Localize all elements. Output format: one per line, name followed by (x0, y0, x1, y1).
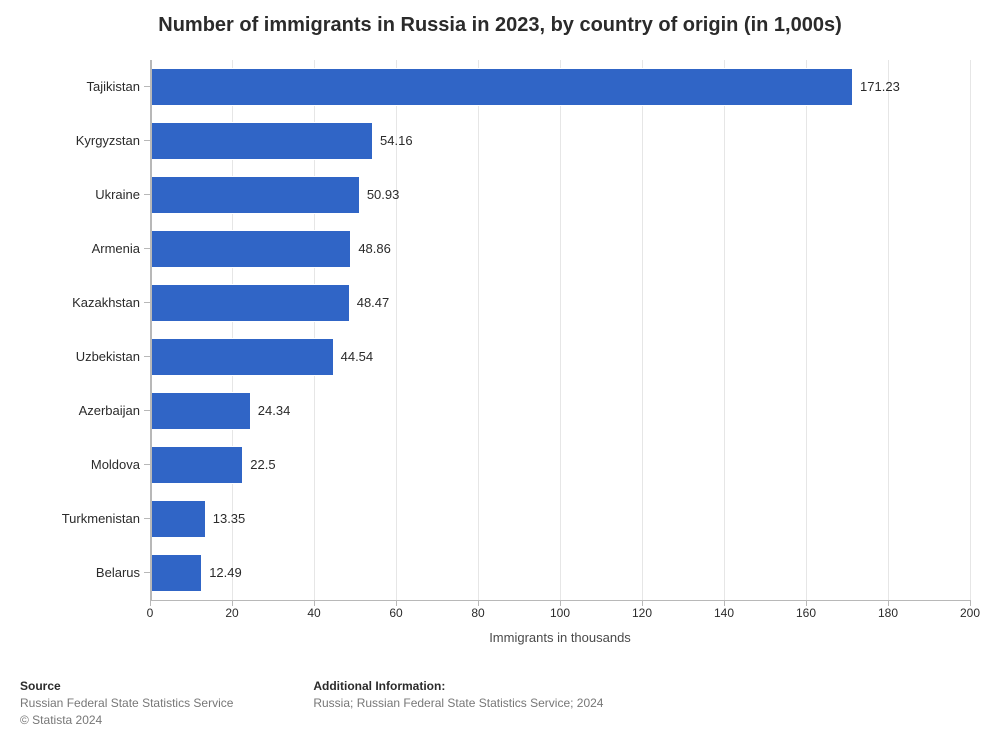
bar-row: Kyrgyzstan54.16 (150, 114, 970, 168)
bar-value-label: 12.49 (203, 546, 242, 600)
bar-row: Armenia48.86 (150, 222, 970, 276)
footer-source: Source Russian Federal State Statistics … (20, 679, 310, 729)
category-label: Moldova (0, 438, 140, 492)
bar-row: Azerbaijan24.34 (150, 384, 970, 438)
chart-footer: Source Russian Federal State Statistics … (20, 679, 980, 729)
plot-area: Immigrants in thousands 0204060801001201… (150, 60, 970, 600)
x-tick-label: 180 (878, 606, 898, 620)
category-label: Azerbaijan (0, 384, 140, 438)
x-tick-label: 60 (389, 606, 402, 620)
x-tick-label: 20 (225, 606, 238, 620)
bar (151, 338, 334, 376)
category-label: Kazakhstan (0, 276, 140, 330)
source-text: Russian Federal State Statistics Service… (20, 695, 310, 729)
x-tick-label: 200 (960, 606, 980, 620)
category-label: Armenia (0, 222, 140, 276)
category-label: Ukraine (0, 168, 140, 222)
bar-value-label: 48.47 (351, 276, 390, 330)
bar-row: Ukraine50.93 (150, 168, 970, 222)
additional-heading: Additional Information: (313, 679, 913, 693)
chart-title: Number of immigrants in Russia in 2023, … (0, 0, 1000, 43)
footer-additional: Additional Information: Russia; Russian … (313, 679, 913, 712)
x-tick-label: 80 (471, 606, 484, 620)
x-tick-label: 120 (632, 606, 652, 620)
bar (151, 500, 206, 538)
bar (151, 230, 351, 268)
x-tick-label: 40 (307, 606, 320, 620)
y-axis-line (150, 60, 152, 600)
additional-text: Russia; Russian Federal State Statistics… (313, 695, 913, 712)
bar-row: Turkmenistan13.35 (150, 492, 970, 546)
bar-row: Moldova22.5 (150, 438, 970, 492)
bar-row: Kazakhstan48.47 (150, 276, 970, 330)
bar (151, 284, 350, 322)
bar (151, 68, 853, 106)
category-label: Tajikistan (0, 60, 140, 114)
bar (151, 122, 373, 160)
bar-value-label: 24.34 (252, 384, 291, 438)
category-label: Uzbekistan (0, 330, 140, 384)
bar (151, 554, 202, 592)
category-label: Belarus (0, 546, 140, 600)
bar-value-label: 54.16 (374, 114, 413, 168)
x-tick-label: 100 (550, 606, 570, 620)
bar-value-label: 44.54 (335, 330, 374, 384)
x-tick-label: 160 (796, 606, 816, 620)
bar-value-label: 22.5 (244, 438, 275, 492)
bar-row: Uzbekistan44.54 (150, 330, 970, 384)
bar-row: Belarus12.49 (150, 546, 970, 600)
category-label: Kyrgyzstan (0, 114, 140, 168)
category-label: Turkmenistan (0, 492, 140, 546)
bar-row: Tajikistan171.23 (150, 60, 970, 114)
bar (151, 392, 251, 430)
x-tick-label: 140 (714, 606, 734, 620)
x-tick-label: 0 (147, 606, 154, 620)
source-heading: Source (20, 679, 310, 693)
chart-container: Immigrants in thousands 0 20 40 60 80 100 120 1… (0, 50, 1000, 660)
bar (151, 176, 360, 214)
bar (151, 446, 243, 484)
source-line2: © Statista 2024 (20, 713, 102, 727)
bar-value-label: 171.23 (854, 60, 900, 114)
gridline (970, 60, 971, 600)
x-axis-title: Immigrants in thousands (150, 630, 970, 645)
bar-value-label: 48.86 (352, 222, 391, 276)
bar-value-label: 50.93 (361, 168, 400, 222)
source-line1: Russian Federal State Statistics Service (20, 696, 233, 710)
bar-value-label: 13.35 (207, 492, 246, 546)
